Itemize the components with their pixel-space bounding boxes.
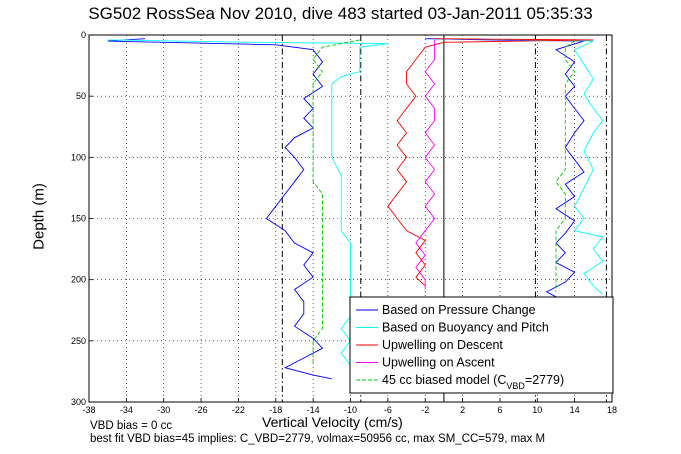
x-tick-label: -34 <box>120 405 133 415</box>
legend-label: Based on Buoyancy and Pitch <box>382 321 549 335</box>
series-line-descent <box>107 39 388 378</box>
footer-line-2: best fit VBD bias=45 implies: C_VBD=2779… <box>90 433 546 445</box>
x-tick-label: -14 <box>307 405 320 415</box>
footer-line-1: VBD bias = 0 cc <box>90 420 173 432</box>
x-tick-label: -10 <box>344 405 357 415</box>
series-line-ascent <box>425 38 585 298</box>
x-tick-label: -22 <box>232 405 245 415</box>
series-line-ascent <box>434 38 604 295</box>
x-axis-label: Vertical Velocity (cm/s) <box>262 414 403 430</box>
y-axis-label: Depth (m) <box>30 183 48 250</box>
legend: Based on Pressure Change Based on Buoyanc… <box>349 296 614 394</box>
series-line-ascent <box>555 40 576 292</box>
y-ticks: 0 50 100 150 200 250 300 <box>71 30 93 407</box>
x-tick-label: 6 <box>497 405 502 415</box>
series-line-descent <box>312 39 360 366</box>
y-tick-label: 100 <box>71 152 86 162</box>
legend-label: Upwelling on Ascent <box>382 356 495 370</box>
y-tick-label: 200 <box>71 275 86 285</box>
chart-title: SG502 RossSea Nov 2010, dive 483 started… <box>88 4 593 23</box>
x-tick-label: -6 <box>384 405 392 415</box>
y-tick-label: 300 <box>71 397 86 407</box>
x-tick-label: -18 <box>269 405 282 415</box>
series-line-descent <box>387 38 594 287</box>
y-tick-label: 50 <box>76 91 86 101</box>
x-tick-label: -38 <box>82 405 95 415</box>
x-tick-label: 2 <box>460 405 465 415</box>
x-tick-label: -26 <box>195 405 208 415</box>
x-tick-label: 18 <box>607 405 617 415</box>
x-tick-label: -2 <box>421 405 429 415</box>
legend-label: Upwelling on Descent <box>382 338 503 352</box>
x-tick-label: 14 <box>570 405 580 415</box>
series-lines <box>107 38 604 380</box>
y-tick-label: 150 <box>71 214 86 224</box>
series-line-descent <box>107 38 332 380</box>
series-line-ascent <box>415 39 436 290</box>
x-ticks: -38 -34 -30 -26 -22 -18 -14 -10 -6 -2 2 6 10 14 18 <box>82 398 617 415</box>
y-tick-label: 250 <box>71 336 86 346</box>
legend-box <box>349 296 614 394</box>
legend-label: Based on Pressure Change <box>382 303 536 317</box>
y-tick-label: 0 <box>81 30 86 40</box>
x-tick-label: -30 <box>157 405 170 415</box>
x-tick-label: 10 <box>532 405 542 415</box>
